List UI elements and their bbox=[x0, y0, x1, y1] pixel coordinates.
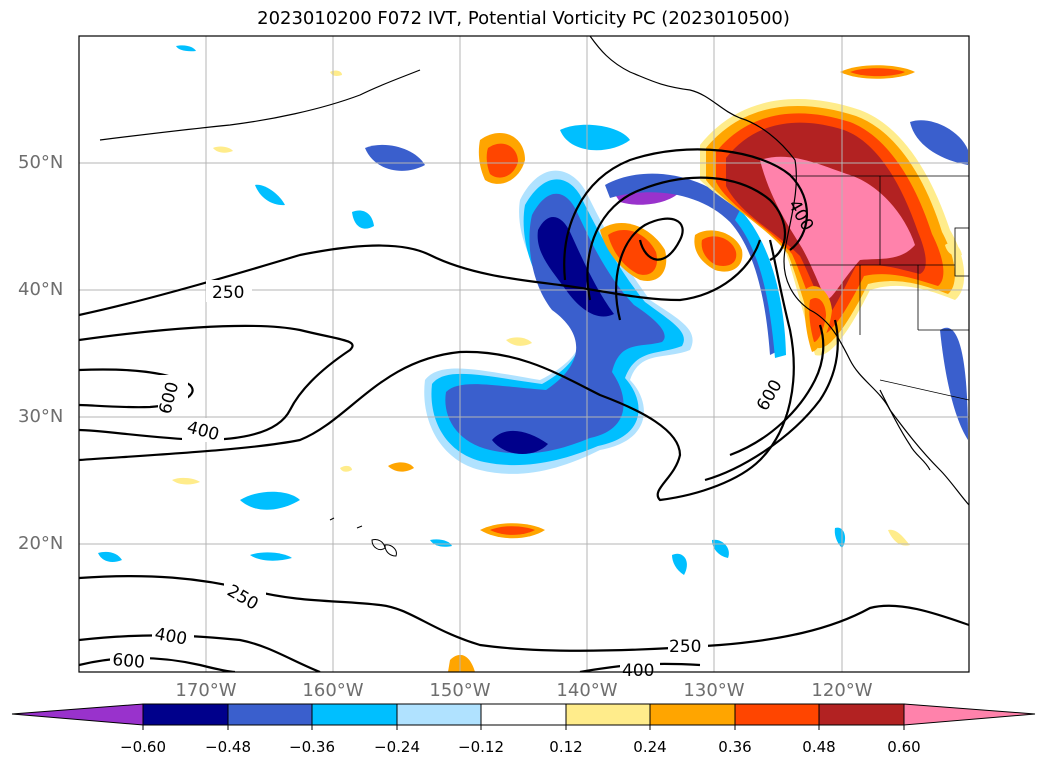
pv-neg-sub-5 bbox=[250, 552, 292, 561]
contour-label: 250 bbox=[669, 637, 701, 657]
colorbar-tick-label: 0.12 bbox=[549, 738, 583, 756]
colorbar-segment bbox=[649, 703, 736, 726]
pv-neg-sub-6 bbox=[98, 551, 122, 562]
colorbar-segment bbox=[396, 703, 482, 726]
colorbar bbox=[11, 703, 1036, 726]
lon-label: 170°W bbox=[175, 680, 237, 701]
pv-pos-sub-9 bbox=[945, 243, 962, 256]
ivt-cyclone-outer bbox=[563, 148, 808, 281]
plot-frame bbox=[78, 35, 970, 673]
pv-neg-sub-10 bbox=[430, 539, 452, 547]
coast-alaska bbox=[589, 36, 796, 161]
colorbar-tick-label: 0.60 bbox=[887, 738, 921, 756]
ivt-400-south bbox=[79, 634, 321, 672]
ivt-250-north bbox=[79, 239, 762, 317]
pv-neg-band-3 bbox=[445, 193, 665, 454]
lon-label: 130°W bbox=[683, 680, 745, 701]
contour-label: 400 bbox=[622, 661, 654, 681]
pv-neg-sub-4 bbox=[560, 124, 630, 151]
pv-neg-band-4 bbox=[492, 217, 614, 455]
ivt-cyclone-inner bbox=[615, 217, 684, 321]
colorbar-tick-label: −0.24 bbox=[374, 738, 420, 756]
contour-label: 600 bbox=[112, 650, 146, 673]
pv-pos-pink-core bbox=[760, 156, 915, 300]
borders bbox=[790, 175, 969, 401]
coast-north-america bbox=[783, 159, 969, 506]
pv-pos-low-1-core bbox=[608, 230, 658, 275]
colorbar-extend-right bbox=[903, 703, 1036, 726]
ivt-600-south bbox=[79, 656, 236, 672]
lat-label: 20°N bbox=[18, 533, 64, 554]
colorbar-tick-label: 0.24 bbox=[633, 738, 667, 756]
pv-neg-bc bbox=[910, 120, 968, 165]
pv-neg-sub-11 bbox=[176, 45, 196, 52]
colorbar-segment bbox=[311, 703, 398, 726]
ivt-inner bbox=[79, 239, 795, 502]
lon-label: 120°W bbox=[811, 680, 873, 701]
coast-aleutians bbox=[99, 69, 421, 141]
colorbar-segment bbox=[818, 703, 905, 726]
pv-pos-sub-5 bbox=[172, 477, 200, 485]
lat-label: 30°N bbox=[18, 406, 64, 427]
colorbar-tick-label: −0.60 bbox=[120, 738, 166, 756]
coast-baja bbox=[879, 389, 931, 471]
lon-label: 140°W bbox=[556, 680, 618, 701]
contour-label: 250 bbox=[212, 283, 244, 303]
map-title: 2023010200 F072 IVT, Potential Vorticity… bbox=[257, 8, 790, 29]
ivt-tail-2 bbox=[729, 324, 825, 457]
pv-neg-east bbox=[940, 327, 968, 440]
colorbar-segment bbox=[565, 703, 651, 726]
pv-pos-low-2-core bbox=[701, 236, 737, 266]
colorbar-segment bbox=[227, 703, 313, 726]
pv-pos-sub-4 bbox=[506, 337, 532, 346]
ivt-600-north bbox=[79, 368, 194, 409]
colorbar-tick-label: −0.36 bbox=[289, 738, 335, 756]
lat-label: 40°N bbox=[18, 279, 64, 300]
pv-pos-sub-1-core bbox=[490, 526, 535, 535]
pv-pos-sub-7 bbox=[888, 529, 910, 546]
hawaii-islands bbox=[329, 517, 397, 557]
pv-neg-alaska-1 bbox=[365, 144, 425, 171]
pv-pos-pnw-core bbox=[486, 143, 518, 178]
colorbar-segment bbox=[734, 703, 820, 726]
ivt-cyclone-mid bbox=[586, 176, 786, 301]
pv-neg-sub-3 bbox=[255, 184, 285, 206]
ivt-400-north bbox=[79, 324, 354, 442]
ivt-contour-labels: 250 600 400 250 400 600 250 400 600 400 bbox=[110, 197, 817, 681]
pv-neg-sub-9 bbox=[672, 553, 687, 575]
lon-label: 160°W bbox=[302, 680, 364, 701]
colorbar-segment bbox=[480, 703, 567, 726]
coastlines bbox=[99, 36, 969, 506]
colorbar-tick-label: 0.36 bbox=[718, 738, 752, 756]
pv-neg-arc-edge bbox=[735, 210, 786, 358]
ivt-contours bbox=[79, 148, 969, 672]
pv-pos-sub-3 bbox=[448, 654, 475, 672]
pv-pos-top-core bbox=[850, 68, 905, 77]
lon-label: 150°W bbox=[429, 680, 491, 701]
colorbar-segment bbox=[142, 703, 229, 726]
ivt-tail-1 bbox=[704, 319, 839, 482]
colorbar-tick-label: −0.12 bbox=[458, 738, 504, 756]
pv-pos-sub-6 bbox=[213, 146, 233, 153]
pv-pos-sub-2 bbox=[388, 462, 414, 472]
pv-neg-sub-1 bbox=[240, 491, 300, 510]
pv-neg-sub-2 bbox=[352, 210, 374, 229]
lat-label: 50°N bbox=[18, 152, 64, 173]
pv-pos-sub-8 bbox=[340, 465, 352, 472]
colorbar-tick-label: 0.48 bbox=[802, 738, 836, 756]
colorbar-ticks bbox=[142, 725, 905, 730]
colorbar-tick-label: −0.48 bbox=[205, 738, 251, 756]
colorbar-extend-left bbox=[11, 703, 144, 726]
